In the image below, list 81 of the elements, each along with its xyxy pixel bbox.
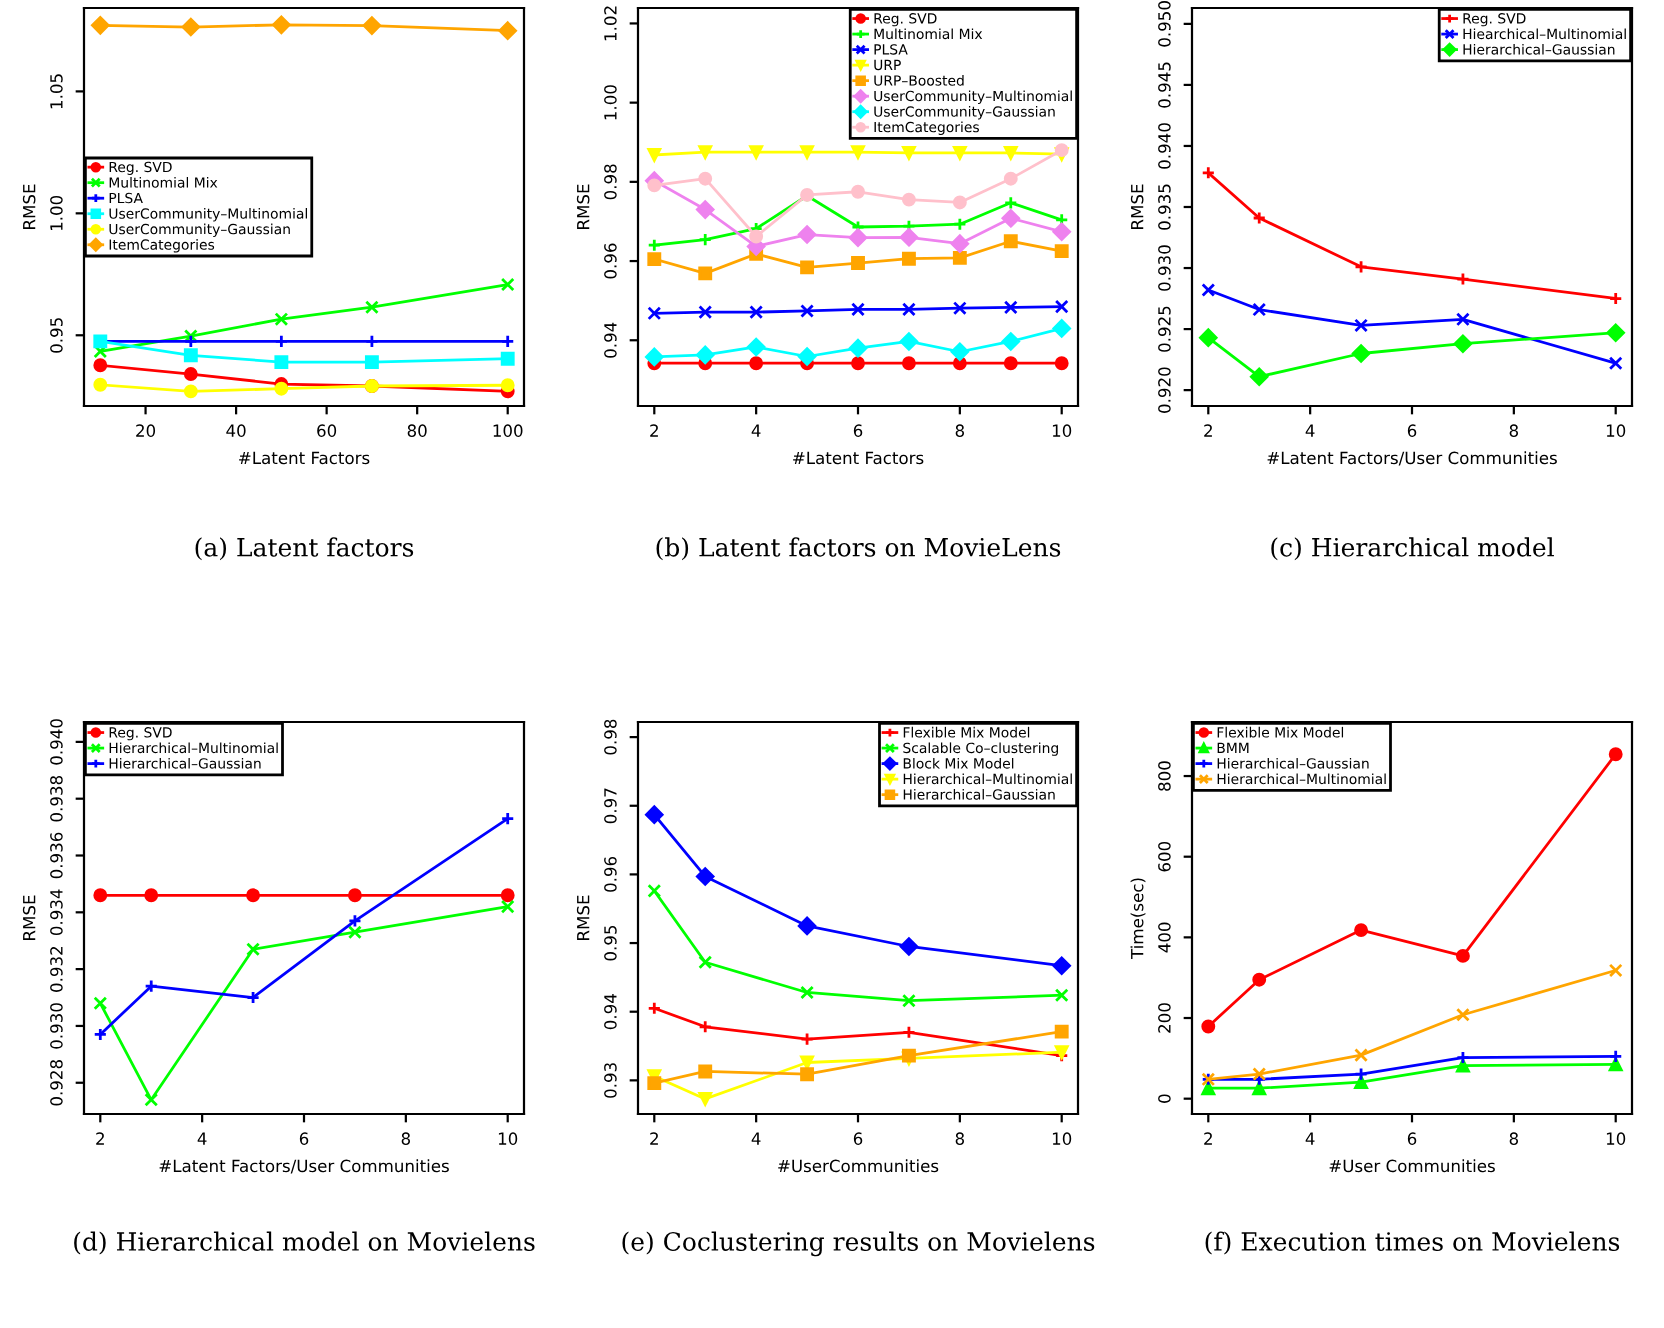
x-tick-label: 80 [407,424,427,437]
x-axis-title: #UserCommunities [778,1159,939,1173]
y-tick-label: 0.97 [604,788,617,824]
y-tick-label: 0.928 [50,1060,63,1106]
y-tick-label: 0.930 [50,1003,63,1049]
y-axis-title: RMSE [22,184,36,229]
y-tick-label: 400 [1158,922,1171,953]
x-axis-title: #User Communities [1329,1159,1495,1173]
text: (d) Hierarchical model on Movielens [74,1231,535,1255]
y-tick-label: 0.94 [604,994,617,1030]
y-tick-label: 0.932 [50,946,63,992]
x-tick-label: 2 [650,1132,658,1145]
y-tick-label: 0.945 [1158,62,1171,108]
x-tick-label: 40 [226,424,246,437]
x-tick-label: 2 [1204,1132,1212,1145]
y-axis-title: RMSE [22,895,36,940]
y-tick-label: 0.936 [50,832,63,879]
x-tick-label: 2 [96,1132,104,1145]
y-tick-label: 0 [1158,1094,1171,1103]
x-tick-label: 6 [853,1132,863,1145]
y-tick-label: 0.98 [604,719,617,755]
y-tick-label: 0.920 [1158,367,1171,413]
x-tick-label: 8 [955,424,965,437]
x-tick-label: 20 [136,424,156,437]
y-tick-label: 1.00 [50,195,63,231]
x-tick-label: 8 [1509,1132,1519,1145]
x-tick-label: 8 [401,1132,411,1145]
y-axis-title: RMSE [576,895,590,940]
x-axis-title: #Latent Factors [793,451,924,465]
x-tick-label: 8 [955,1132,965,1145]
x-tick-label: 2 [1204,424,1212,437]
text: (a) Latent factors [195,537,414,561]
y-tick-label: 0.95 [604,925,617,961]
x-tick-label: 100 [493,424,523,437]
x-tick-label: 60 [317,424,337,437]
y-tick-label: 0.935 [1158,184,1171,230]
y-tick-label: 600 [1158,841,1171,872]
y-tick-label: 1.05 [50,74,63,109]
text: (f) Execution times on Movielens [1205,1231,1620,1255]
y-tick-label: 1.02 [604,6,617,41]
y-tick-label: 0.96 [604,243,617,279]
y-tick-label: 0.950 [1158,1,1171,47]
y-tick-label: 0.938 [50,775,63,822]
y-axis-title: RMSE [1130,184,1144,229]
x-tick-label: 4 [751,424,761,437]
x-tick-label: 10 [1052,424,1072,437]
text: (b) Latent factors on MovieLens [656,537,1061,561]
y-tick-label: 0.940 [50,719,63,765]
x-tick-label: 6 [853,424,863,437]
x-tick-label: 10 [1052,1132,1072,1145]
x-tick-label: 10 [498,1132,518,1145]
y-tick-label: 0.925 [1158,306,1171,352]
x-tick-label: 4 [751,1132,761,1145]
x-axis-title: #Latent Factors/User Communities [159,1159,449,1174]
y-axis-title: Time(sec) [1130,878,1146,959]
y-tick-label: 1.00 [604,85,617,120]
y-tick-label: 800 [1158,761,1171,791]
x-tick-label: 4 [1305,1132,1315,1145]
x-tick-label: 6 [1407,424,1417,437]
y-axis-title: RMSE [576,184,590,229]
y-tick-label: 0.93 [604,1063,617,1098]
x-tick-label: 6 [1407,1132,1417,1145]
y-tick-label: 0.940 [1158,123,1171,169]
x-axis-title: #Latent Factors [239,451,370,465]
y-tick-label: 0.98 [604,164,617,200]
text: (e) Coclustering results on Movielens [622,1231,1095,1257]
x-tick-label: 6 [299,1132,309,1145]
y-tick-label: 0.96 [604,856,617,892]
y-tick-label: 0.94 [604,322,617,358]
x-axis-title: #Latent Factors/User Communities [1267,451,1557,466]
x-tick-label: 4 [197,1132,207,1145]
text: (c) Hierarchical model [1271,537,1554,561]
x-tick-label: 2 [650,424,658,437]
x-tick-label: 10 [1606,424,1626,437]
y-tick-label: 200 [1158,1003,1171,1033]
y-tick-label: 0.95 [50,318,63,353]
x-tick-label: 10 [1606,1132,1626,1145]
x-tick-label: 4 [1305,424,1315,437]
y-tick-label: 0.934 [50,889,63,936]
y-tick-label: 0.930 [1158,245,1171,291]
x-tick-label: 8 [1509,424,1519,437]
